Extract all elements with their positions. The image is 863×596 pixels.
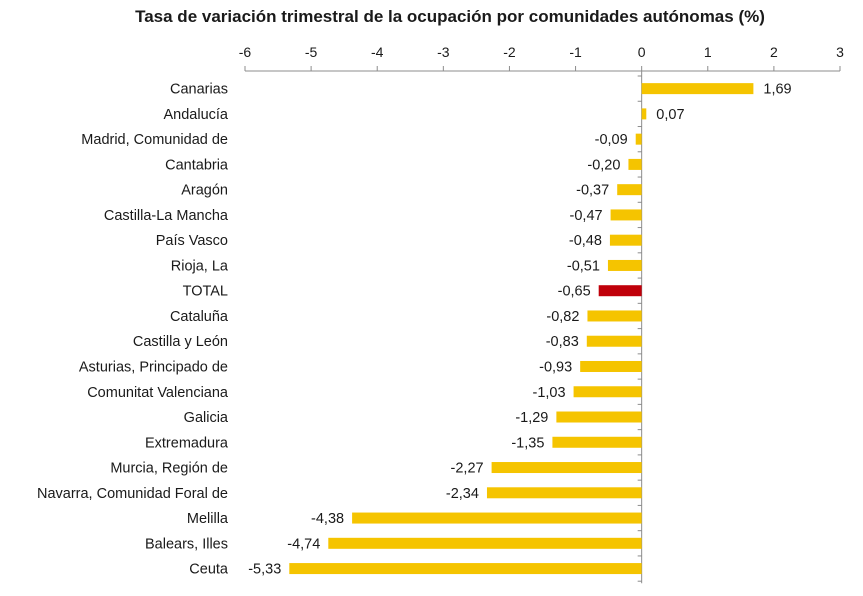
category-label: Aragón (181, 183, 228, 199)
data-label: -2,27 (451, 461, 484, 477)
category-label: Comunitat Valenciana (87, 385, 229, 401)
bar (587, 310, 642, 322)
data-label: -1,29 (515, 410, 548, 426)
data-label: -0,20 (587, 157, 620, 173)
bar (328, 537, 642, 549)
data-label: -0,37 (576, 183, 609, 199)
data-label: -1,03 (533, 385, 566, 401)
x-tick-label: -6 (239, 44, 252, 60)
category-label: Castilla y León (133, 334, 228, 350)
category-label: Castilla-La Mancha (104, 208, 229, 224)
category-label: Cantabria (165, 157, 229, 173)
category-label: Navarra, Comunidad Foral de (37, 486, 228, 502)
bar (607, 259, 642, 271)
chart-title: Tasa de variación trimestral de la ocupa… (135, 7, 765, 26)
x-tick-label: 1 (704, 44, 712, 60)
category-label: TOTAL (183, 284, 228, 300)
data-label: -0,93 (539, 359, 572, 375)
category-label: Ceuta (189, 562, 229, 578)
category-label: Balears, Illes (145, 536, 228, 552)
data-label: -0,82 (546, 309, 579, 325)
bar (491, 462, 642, 474)
category-label: Rioja, La (171, 258, 229, 274)
x-tick-label: -2 (503, 44, 516, 60)
data-label: -0,65 (558, 284, 591, 300)
x-tick-label: -3 (437, 44, 450, 60)
data-label: -0,83 (546, 334, 579, 350)
bar (552, 436, 642, 448)
bar (586, 335, 642, 347)
bar (641, 108, 647, 120)
x-tick-label: 2 (770, 44, 778, 60)
category-label: Andalucía (164, 107, 229, 123)
bar (289, 563, 642, 575)
data-label: -0,47 (570, 208, 603, 224)
category-label: Madrid, Comunidad de (81, 132, 228, 148)
data-label: -4,74 (287, 536, 320, 552)
data-label: -0,51 (567, 258, 600, 274)
category-label: Galicia (184, 410, 229, 426)
category-label: Melilla (187, 511, 229, 527)
bar (556, 411, 642, 423)
data-label: -5,33 (248, 562, 281, 578)
data-label: -1,35 (511, 435, 544, 451)
bar (617, 184, 642, 196)
category-label: Murcia, Región de (110, 461, 228, 477)
bar (352, 512, 642, 524)
bar (598, 285, 642, 297)
data-label: -0,48 (569, 233, 602, 249)
category-label: Asturias, Principado de (79, 359, 228, 375)
data-label: -2,34 (446, 486, 479, 502)
x-tick-label: -1 (569, 44, 582, 60)
bar (610, 209, 642, 221)
bar (628, 158, 642, 170)
bar (635, 133, 642, 145)
category-label: Canarias (170, 82, 228, 98)
bar (573, 386, 642, 398)
x-tick-label: 0 (638, 44, 646, 60)
bar (609, 234, 642, 246)
data-label: -4,38 (311, 511, 344, 527)
category-label: País Vasco (156, 233, 228, 249)
data-label: 1,69 (763, 82, 791, 98)
x-tick-label: -5 (305, 44, 318, 60)
bar (641, 83, 754, 95)
category-label: Extremadura (145, 435, 229, 451)
x-tick-label: -4 (371, 44, 384, 60)
data-label: -0,09 (595, 132, 628, 148)
category-label: Cataluña (170, 309, 229, 325)
bar (580, 360, 642, 372)
bar (486, 487, 642, 499)
x-tick-label: 3 (836, 44, 844, 60)
data-label: 0,07 (656, 107, 684, 123)
